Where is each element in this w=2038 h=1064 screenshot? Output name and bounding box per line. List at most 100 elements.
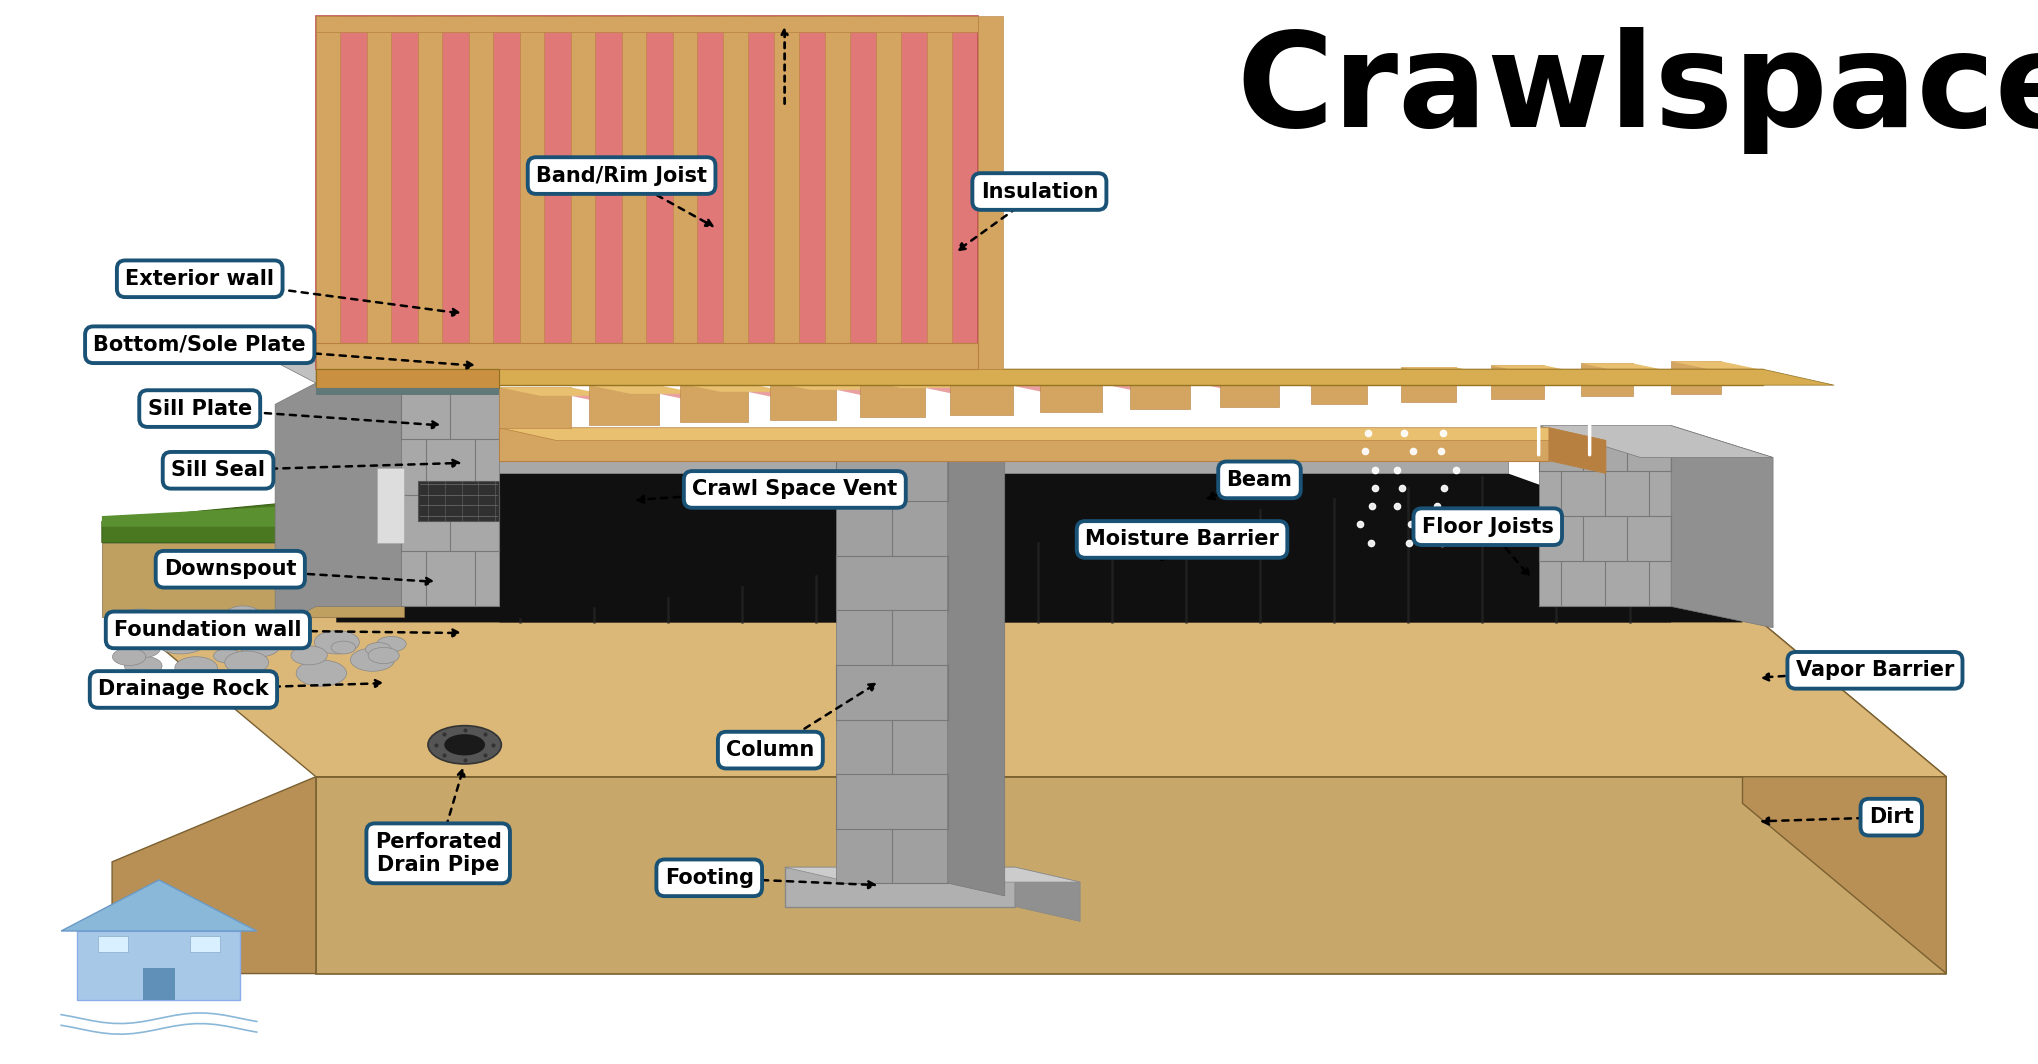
Polygon shape xyxy=(1492,365,1545,399)
Polygon shape xyxy=(1539,426,1671,606)
Text: Crawl Space Vent: Crawl Space Vent xyxy=(693,480,897,499)
Polygon shape xyxy=(499,428,1606,440)
Polygon shape xyxy=(774,16,799,369)
Polygon shape xyxy=(316,388,499,395)
Polygon shape xyxy=(950,378,1013,415)
Polygon shape xyxy=(679,383,748,422)
Polygon shape xyxy=(316,369,1834,385)
Polygon shape xyxy=(499,387,611,396)
Circle shape xyxy=(224,651,269,674)
Text: Footing: Footing xyxy=(664,868,754,887)
Polygon shape xyxy=(401,383,499,606)
Circle shape xyxy=(377,636,406,652)
Text: Dirt: Dirt xyxy=(1869,808,1914,827)
Polygon shape xyxy=(836,387,901,398)
Circle shape xyxy=(118,609,163,632)
Circle shape xyxy=(155,627,206,654)
Circle shape xyxy=(267,624,308,645)
Polygon shape xyxy=(1671,426,1773,628)
Polygon shape xyxy=(112,606,1946,777)
Text: Foundation wall: Foundation wall xyxy=(114,620,302,639)
Polygon shape xyxy=(622,16,646,369)
Polygon shape xyxy=(748,389,811,400)
Circle shape xyxy=(240,636,279,656)
Text: Bottom/Sole Plate: Bottom/Sole Plate xyxy=(94,335,306,354)
Polygon shape xyxy=(1015,867,1080,921)
Polygon shape xyxy=(1039,376,1103,412)
Text: Column: Column xyxy=(726,741,815,760)
Polygon shape xyxy=(275,362,499,383)
Polygon shape xyxy=(316,777,1946,974)
Polygon shape xyxy=(112,777,316,974)
Text: Beam: Beam xyxy=(1227,470,1292,489)
Polygon shape xyxy=(316,369,499,380)
Circle shape xyxy=(214,649,240,663)
Polygon shape xyxy=(1367,376,1441,386)
Polygon shape xyxy=(836,447,1005,460)
Polygon shape xyxy=(102,500,404,527)
Circle shape xyxy=(175,656,218,679)
Polygon shape xyxy=(1671,362,1720,394)
Polygon shape xyxy=(1400,367,1496,376)
Text: Insulation: Insulation xyxy=(980,182,1098,201)
Polygon shape xyxy=(1190,380,1262,390)
Polygon shape xyxy=(499,473,1671,622)
Polygon shape xyxy=(876,16,901,369)
Polygon shape xyxy=(102,500,404,543)
Polygon shape xyxy=(673,16,697,369)
Polygon shape xyxy=(1103,382,1172,393)
Circle shape xyxy=(369,647,399,664)
Circle shape xyxy=(291,646,328,665)
Polygon shape xyxy=(316,16,978,369)
Text: Exterior wall: Exterior wall xyxy=(124,269,275,288)
Polygon shape xyxy=(377,468,404,543)
Polygon shape xyxy=(1039,376,1143,384)
Polygon shape xyxy=(102,543,404,617)
Polygon shape xyxy=(770,381,836,420)
Polygon shape xyxy=(316,16,978,32)
Circle shape xyxy=(351,648,395,671)
Polygon shape xyxy=(1632,370,1712,380)
Polygon shape xyxy=(1455,373,1533,384)
Polygon shape xyxy=(275,383,401,628)
Polygon shape xyxy=(1581,363,1632,396)
Circle shape xyxy=(314,631,359,654)
Polygon shape xyxy=(1492,365,1586,373)
Polygon shape xyxy=(1742,606,1946,974)
Circle shape xyxy=(224,605,261,625)
Text: Sill Plate: Sill Plate xyxy=(147,399,253,418)
Circle shape xyxy=(124,638,161,658)
Polygon shape xyxy=(499,447,1508,473)
Circle shape xyxy=(112,648,147,665)
Text: Band/Rim Joist: Band/Rim Joist xyxy=(536,166,707,185)
Polygon shape xyxy=(520,16,544,369)
Polygon shape xyxy=(367,16,391,369)
Polygon shape xyxy=(1671,362,1761,370)
Polygon shape xyxy=(316,369,499,388)
Polygon shape xyxy=(1310,369,1367,404)
Polygon shape xyxy=(1221,371,1319,380)
Polygon shape xyxy=(860,379,966,387)
Polygon shape xyxy=(1581,363,1673,371)
Circle shape xyxy=(296,660,346,686)
Polygon shape xyxy=(1221,371,1278,406)
Polygon shape xyxy=(316,369,1763,385)
Polygon shape xyxy=(316,343,978,369)
Polygon shape xyxy=(948,447,1005,896)
Text: Crawlspace: Crawlspace xyxy=(1237,27,2038,154)
Polygon shape xyxy=(316,16,340,369)
Polygon shape xyxy=(927,16,952,369)
Polygon shape xyxy=(1310,369,1408,378)
Polygon shape xyxy=(589,385,658,426)
Polygon shape xyxy=(418,16,442,369)
Polygon shape xyxy=(1545,371,1622,382)
Polygon shape xyxy=(950,378,1054,386)
Polygon shape xyxy=(499,428,1549,461)
Polygon shape xyxy=(785,867,1015,907)
Polygon shape xyxy=(860,379,925,417)
Text: Drainage Rock: Drainage Rock xyxy=(98,680,269,699)
Polygon shape xyxy=(77,931,240,1000)
Polygon shape xyxy=(418,481,499,521)
Circle shape xyxy=(330,642,357,654)
Polygon shape xyxy=(925,386,990,396)
